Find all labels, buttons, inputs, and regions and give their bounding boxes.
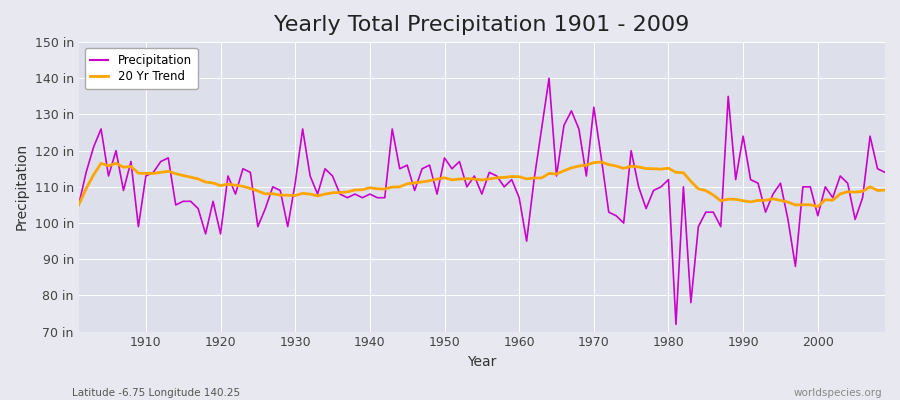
- Text: Latitude -6.75 Longitude 140.25: Latitude -6.75 Longitude 140.25: [72, 388, 240, 398]
- Title: Yearly Total Precipitation 1901 - 2009: Yearly Total Precipitation 1901 - 2009: [274, 15, 689, 35]
- Text: worldspecies.org: worldspecies.org: [794, 388, 882, 398]
- Legend: Precipitation, 20 Yr Trend: Precipitation, 20 Yr Trend: [85, 48, 198, 89]
- X-axis label: Year: Year: [467, 355, 497, 369]
- Y-axis label: Precipitation: Precipitation: [15, 143, 29, 230]
